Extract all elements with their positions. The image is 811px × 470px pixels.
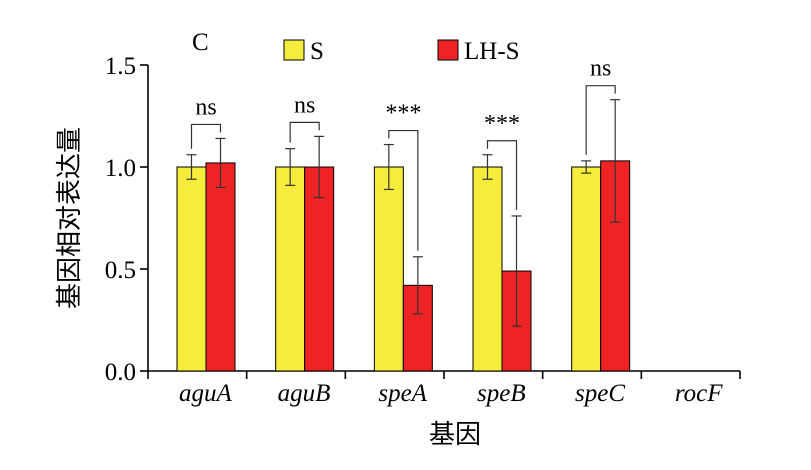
significance-label: *** xyxy=(385,101,421,127)
x-tick-label: speC xyxy=(575,380,625,407)
significance-label: ns xyxy=(590,56,611,82)
significance-bracket xyxy=(289,121,320,143)
legend-label: LH-S xyxy=(464,38,520,65)
bar-s-speA xyxy=(373,166,404,372)
significance-bracket xyxy=(190,123,222,149)
y-tick-label: 0.0 xyxy=(105,359,136,386)
legend-swatch-lh-s xyxy=(437,39,459,61)
y-tick-label: 0.5 xyxy=(105,257,136,284)
significance-markers: ns ns *** *** ns xyxy=(190,56,616,251)
significance-label: ns xyxy=(294,92,315,118)
y-tick-label: 1.0 xyxy=(105,155,136,182)
x-tick-label: speB xyxy=(477,380,526,407)
y-tick-label: 1.5 xyxy=(105,53,136,80)
significance-label: *** xyxy=(484,111,520,137)
legend-label: S xyxy=(310,38,324,65)
legend-swatch-s xyxy=(283,39,305,61)
bars xyxy=(176,160,631,372)
x-tick-label: aguB xyxy=(278,380,331,407)
x-tick-label: rocF xyxy=(675,380,723,407)
y-axis-title: 基因相对表达量 xyxy=(55,127,85,309)
error-bars xyxy=(186,99,621,327)
x-axis-title: 基因 xyxy=(429,420,481,450)
bar-s-speB xyxy=(472,166,503,372)
bar-s-aguB xyxy=(275,166,306,372)
legend: S LH-S xyxy=(283,38,520,65)
bar-s-speC xyxy=(571,166,602,372)
significance-bracket xyxy=(388,129,419,251)
x-tick-label: speA xyxy=(378,380,427,407)
significance-bracket xyxy=(585,85,616,155)
bar-lh-s-aguA xyxy=(205,162,236,372)
significance-label: ns xyxy=(195,94,216,120)
significance-bracket xyxy=(486,140,518,210)
x-tick-label: aguA xyxy=(179,380,233,407)
panel-label: C xyxy=(192,29,209,56)
axes: 0.0 0.5 1.0 1.5 aguA aguB speA speB speC rocF xyxy=(105,53,741,407)
bar-s-aguA xyxy=(176,166,207,372)
